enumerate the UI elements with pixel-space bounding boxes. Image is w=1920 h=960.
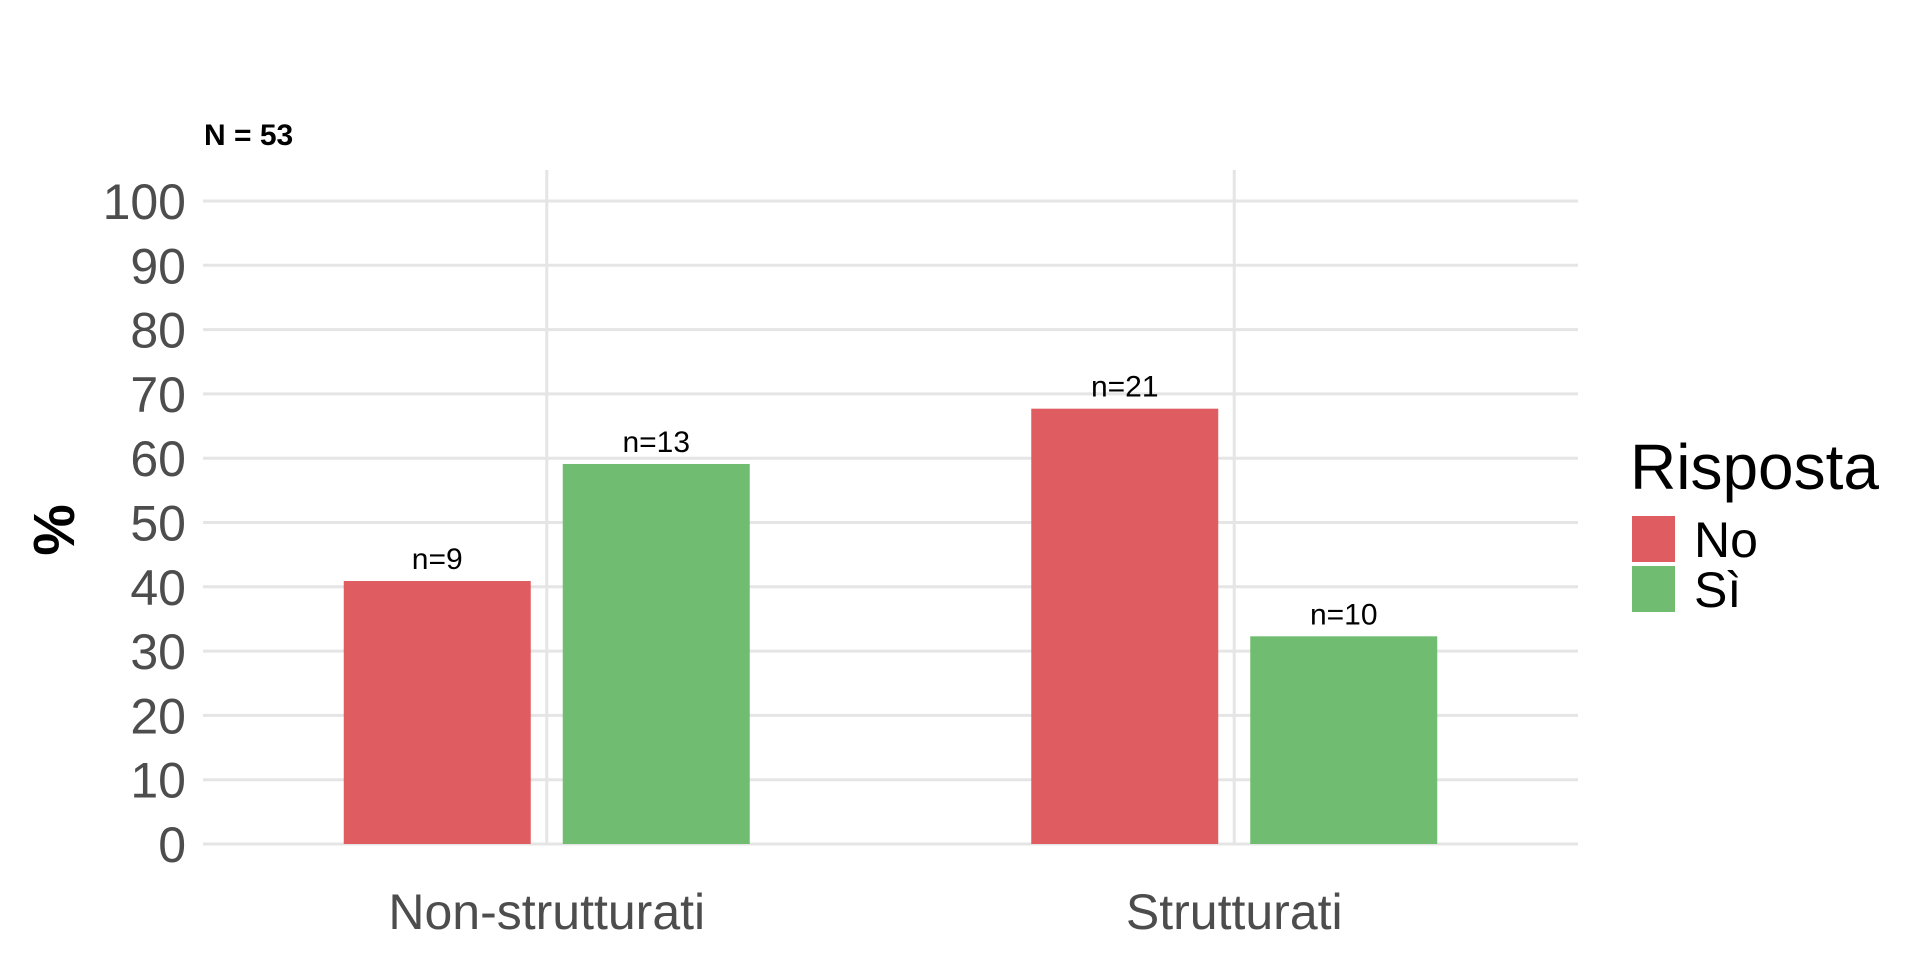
- legend-label: Sì: [1694, 562, 1741, 618]
- y-tick-label: 20: [130, 688, 186, 744]
- y-tick-label: 10: [130, 753, 186, 809]
- bar: [562, 463, 750, 844]
- y-tick-label: 80: [130, 303, 186, 359]
- legend-key: [1632, 516, 1675, 562]
- bar: [1031, 408, 1219, 844]
- y-tick-label: 40: [130, 560, 186, 616]
- bars-layer: [343, 408, 1438, 844]
- x-tick-label: Strutturati: [1126, 884, 1343, 940]
- y-axis-title: %: [22, 504, 87, 556]
- y-tick-label: 60: [130, 431, 186, 487]
- y-tick-label: 50: [130, 496, 186, 552]
- bar-labels-layer: n=9 n=13 n=21 n=10: [412, 371, 1378, 632]
- y-tick-label: 100: [103, 174, 186, 230]
- bar: [343, 581, 531, 844]
- y-tick-label: 90: [130, 238, 186, 294]
- bar-label: n=10: [1310, 598, 1378, 631]
- y-tick-label: 30: [130, 624, 186, 680]
- y-tick-label: 0: [158, 817, 186, 873]
- bar-label: n=21: [1091, 371, 1159, 404]
- bar-label: n=9: [412, 543, 463, 576]
- x-axis-ticks: Non-strutturati Strutturati: [388, 884, 1342, 940]
- y-tick-label: 70: [130, 367, 186, 423]
- legend-key: [1632, 566, 1675, 612]
- bar-label: n=13: [622, 426, 690, 459]
- legend-label: No: [1694, 512, 1758, 568]
- y-axis-ticks: 0 10 20 30 40 50 60 70 80 90 100: [103, 174, 186, 873]
- legend-title: Risposta: [1630, 431, 1879, 503]
- x-tick-label: Non-strutturati: [388, 884, 705, 940]
- bar: [1250, 636, 1438, 844]
- chart-subtitle: N = 53: [204, 119, 293, 152]
